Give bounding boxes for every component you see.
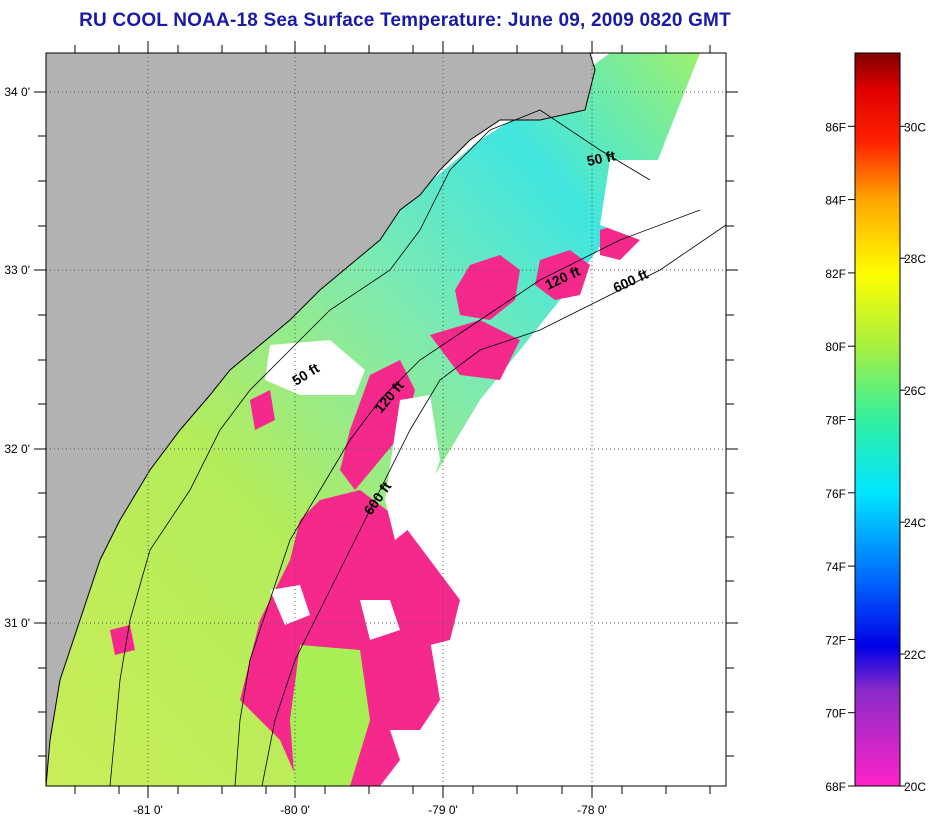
colorbar-f-label: 72F (825, 633, 846, 647)
colorbar-celsius-ticks: 30C 28C 26C 24C 22C 20C (900, 120, 926, 794)
grid-lines (46, 53, 726, 786)
colorbar-f-label: 74F (825, 560, 846, 574)
colorbar-f-label: 86F (825, 120, 846, 134)
colorbar-f-label: 80F (825, 340, 846, 354)
contour-label-50ft-north: 50 ft (585, 147, 617, 169)
colorbar-c-label: 26C (904, 384, 926, 398)
colorbar (854, 52, 901, 787)
colorbar-f-label: 82F (825, 267, 846, 281)
lon-tick-label-4: -78 0' (577, 803, 607, 817)
colorbar-f-label: 78F (825, 414, 846, 428)
lat-tick-label-3: 32 0' (4, 442, 30, 456)
lat-tick-label-1: 34 0' (4, 85, 30, 99)
coastline (46, 53, 596, 786)
contour-120ft (234, 209, 701, 786)
colorbar-c-label: 20C (904, 780, 926, 794)
axis-tick-marks (34, 41, 738, 798)
contour-50ft (109, 109, 651, 786)
colorbar-c-label: 24C (904, 516, 926, 530)
lon-tick-label-1: -81 0' (133, 803, 163, 817)
colorbar-c-label: 22C (904, 648, 926, 662)
colorbar-fahrenheit-ticks: 86F 84F 82F 80F 78F 76F 74F 72F 70F 68F (825, 120, 855, 794)
colorbar-f-label: 70F (825, 707, 846, 721)
colorbar-f-label: 68F (825, 780, 846, 794)
land-mass (46, 53, 595, 786)
colorbar-f-label: 76F (825, 487, 846, 501)
map-area (46, 53, 726, 786)
lon-tick-label-2: -80 0' (280, 803, 310, 817)
contour-600ft (261, 224, 726, 786)
lat-tick-label-4: 31 0' (4, 616, 30, 630)
warm-inner-patch (290, 645, 370, 786)
lat-tick-label-2: 33 0' (4, 263, 30, 277)
colorbar-c-label: 28C (904, 252, 926, 266)
colorbar-f-label: 84F (825, 194, 846, 208)
lon-tick-label-3: -79 0' (428, 803, 458, 817)
colorbar-c-label: 30C (904, 120, 926, 134)
no-data-holes (265, 120, 726, 640)
map-title: RU COOL NOAA-18 Sea Surface Temperature:… (79, 10, 731, 31)
map-frame (45, 52, 727, 787)
